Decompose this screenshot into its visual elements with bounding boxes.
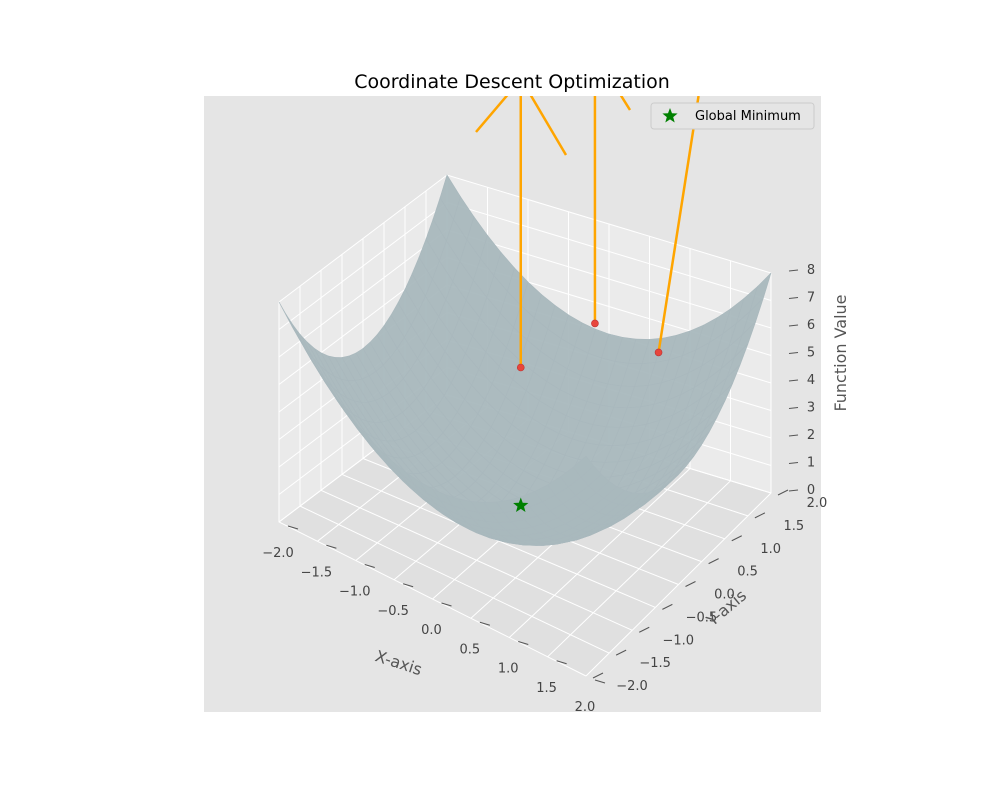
y-tick bbox=[592, 672, 604, 679]
y-tick-label: 0.5 bbox=[737, 565, 758, 580]
z-tick-label: 5 bbox=[807, 346, 815, 361]
z-tick-label: 7 bbox=[807, 291, 815, 306]
x-tick bbox=[556, 660, 567, 665]
z-tick bbox=[788, 434, 799, 437]
z-tick-label: 3 bbox=[807, 401, 815, 416]
x-tick-label: −1.0 bbox=[339, 585, 371, 600]
tick-layer: −2.0−1.5−1.0−0.50.00.51.01.52.0−2.0−1.5−… bbox=[262, 263, 827, 715]
x-tick bbox=[287, 525, 299, 530]
surface-layer bbox=[278, 174, 772, 546]
z-tick-label: 8 bbox=[807, 263, 815, 278]
y-tick-label: 0.0 bbox=[714, 588, 735, 603]
x-tick bbox=[479, 621, 491, 626]
x-tick bbox=[441, 602, 452, 607]
z-tick bbox=[788, 489, 799, 492]
chart-title: Coordinate Descent Optimization bbox=[354, 71, 670, 93]
legend-star-icon bbox=[662, 108, 678, 123]
global-minimum-star bbox=[513, 497, 529, 512]
y-tick bbox=[685, 581, 696, 587]
x-tick-label: 0.5 bbox=[460, 642, 481, 657]
y-tick-label: 2.0 bbox=[807, 496, 828, 511]
surface-patch bbox=[572, 455, 595, 478]
z-tick-label: 1 bbox=[807, 456, 815, 471]
z-tick bbox=[788, 352, 799, 354]
x-tick bbox=[518, 641, 529, 645]
legend-label: Global Minimum bbox=[695, 109, 801, 124]
y-tick-label: 1.0 bbox=[760, 542, 781, 557]
z-tick-label: 2 bbox=[807, 428, 815, 443]
x-tick-label: 1.5 bbox=[536, 681, 557, 696]
z-tick-label: 6 bbox=[807, 318, 815, 333]
x-tick-label: −1.5 bbox=[301, 565, 333, 580]
y-tick bbox=[639, 626, 650, 633]
y-tick bbox=[777, 489, 789, 496]
z-tick-label: 0 bbox=[807, 483, 815, 498]
legend: Global Minimum bbox=[650, 102, 815, 130]
y-tick-label: −1.5 bbox=[639, 656, 671, 671]
z-axis-label: Function Value bbox=[831, 294, 850, 411]
path-segment bbox=[619, 96, 632, 111]
path-segment bbox=[475, 96, 509, 133]
z-tick bbox=[788, 379, 799, 382]
x-tick bbox=[594, 679, 606, 684]
y-tick bbox=[662, 603, 673, 610]
x-tick bbox=[364, 564, 375, 568]
path-segment bbox=[529, 96, 568, 156]
x-tick-label: 2.0 bbox=[575, 700, 596, 715]
path-point bbox=[654, 348, 663, 357]
y-tick-label: −0.5 bbox=[686, 610, 718, 625]
y-tick-label: −2.0 bbox=[616, 679, 648, 694]
x-tick-label: −2.0 bbox=[262, 546, 294, 561]
z-tick bbox=[788, 297, 799, 299]
x-tick bbox=[326, 544, 337, 549]
z-tick bbox=[788, 269, 799, 272]
y-tick bbox=[754, 512, 766, 519]
x-tick-label: 1.0 bbox=[498, 662, 519, 677]
y-tick-label: 1.5 bbox=[784, 519, 805, 534]
x-tick bbox=[402, 583, 414, 588]
path-segment bbox=[657, 96, 700, 353]
path-point bbox=[516, 363, 525, 372]
x-tick-label: 0.0 bbox=[421, 623, 442, 638]
y-tick-label: −1.0 bbox=[662, 633, 694, 648]
x-tick-label: −0.5 bbox=[377, 604, 409, 619]
z-tick bbox=[788, 324, 799, 327]
path-point bbox=[591, 319, 599, 328]
y-tick bbox=[708, 558, 719, 565]
z-tick-label: 4 bbox=[807, 373, 815, 388]
legend-box bbox=[650, 102, 815, 130]
descent-path-layer bbox=[475, 96, 700, 372]
y-tick bbox=[615, 649, 627, 656]
y-tick bbox=[731, 535, 742, 542]
z-tick bbox=[788, 407, 799, 409]
z-tick bbox=[788, 462, 799, 464]
